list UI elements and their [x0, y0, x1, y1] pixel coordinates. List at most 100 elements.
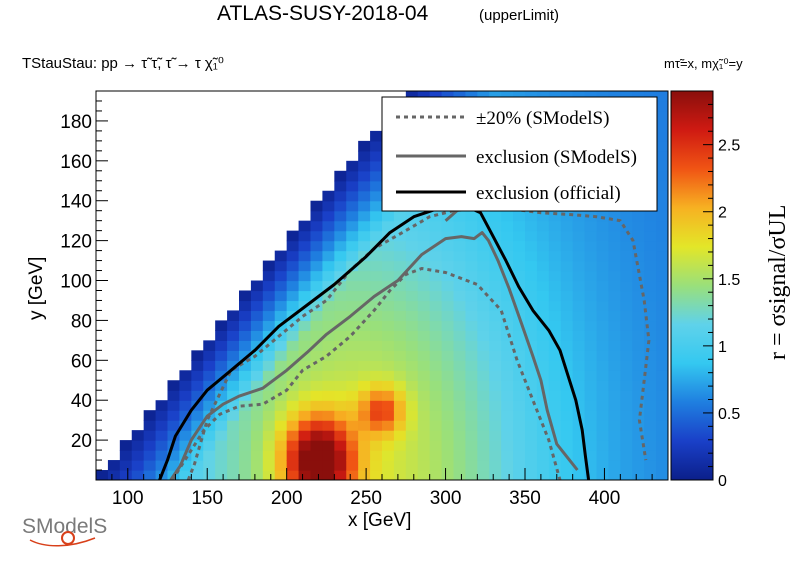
heat-cell	[465, 430, 478, 441]
heat-cell	[203, 400, 216, 411]
heat-cell	[501, 440, 514, 451]
heat-cell	[215, 470, 228, 480]
heat-cell	[632, 420, 645, 431]
heat-cell	[608, 260, 621, 272]
heat-cell	[417, 440, 431, 451]
heat-cell	[465, 380, 478, 391]
heat-cell	[393, 460, 407, 471]
heat-cell	[274, 340, 288, 351]
heat-cell	[453, 420, 467, 431]
heat-cell	[489, 390, 502, 401]
heat-cell	[572, 360, 586, 371]
heat-cell	[620, 250, 633, 262]
heat-cell	[632, 220, 645, 232]
heat-cell	[572, 340, 586, 351]
heat-cell	[584, 370, 598, 381]
y-tick-label: 160	[60, 152, 92, 173]
heat-cell	[358, 170, 371, 182]
heat-cell	[501, 390, 514, 401]
heat-cell	[262, 260, 276, 272]
heat-cell	[227, 340, 240, 351]
heat-cell	[274, 470, 288, 480]
heat-cell	[560, 430, 574, 441]
heat-cell	[453, 280, 467, 292]
heat-cell	[310, 340, 324, 351]
heat-cell	[334, 170, 347, 182]
heat-cell	[227, 470, 240, 480]
heat-cell	[572, 250, 586, 262]
heat-cell	[596, 350, 610, 361]
heat-cell	[370, 450, 383, 461]
heat-cell	[346, 460, 359, 471]
heat-cell	[298, 360, 312, 371]
heat-cell	[632, 470, 645, 480]
heat-cell	[453, 290, 467, 302]
heat-cell	[96, 470, 109, 480]
heat-cell	[370, 150, 383, 162]
heat-cell	[572, 380, 586, 391]
heat-cell	[370, 420, 383, 431]
heat-cell	[382, 310, 395, 322]
heat-cell	[131, 460, 145, 471]
heat-cell	[441, 470, 455, 480]
heat-cell	[250, 410, 264, 421]
heat-cell	[119, 440, 133, 451]
heat-cell	[548, 310, 562, 322]
heat-cell	[453, 350, 467, 361]
heat-cell	[501, 410, 514, 421]
heat-cell	[417, 420, 431, 431]
heat-cell	[286, 240, 300, 252]
y-tick-label: 180	[60, 112, 92, 133]
heat-cell	[656, 140, 668, 152]
heat-cell	[358, 280, 371, 292]
heat-cell	[465, 340, 478, 351]
heat-cell	[286, 400, 300, 411]
heat-cell	[632, 280, 645, 292]
heat-cell	[334, 380, 347, 391]
heat-cell	[632, 370, 645, 381]
heat-cell	[417, 230, 431, 242]
heat-cell	[227, 440, 240, 451]
heat-cell	[274, 400, 288, 411]
heat-cell	[262, 280, 276, 292]
heat-cell	[513, 450, 526, 461]
heat-cell	[346, 280, 359, 292]
heat-cell	[250, 280, 264, 292]
heat-cell	[393, 290, 407, 302]
heat-cell	[334, 370, 347, 381]
heat-cell	[525, 310, 538, 322]
heat-cell	[572, 220, 586, 232]
heat-cell	[143, 450, 157, 461]
x-tick-label: 350	[509, 488, 541, 509]
heat-cell	[477, 320, 490, 331]
heat-cell	[501, 470, 514, 480]
heat-cell	[584, 340, 598, 351]
heat-cell	[310, 400, 324, 411]
heat-cell	[441, 330, 455, 341]
heat-cell	[513, 400, 526, 411]
heat-cell	[477, 470, 490, 480]
heat-cell	[346, 350, 359, 361]
heat-cell	[215, 360, 228, 371]
heat-cell	[525, 91, 538, 102]
heat-cell	[310, 470, 324, 480]
heat-cell	[382, 360, 395, 371]
heat-cell	[477, 400, 490, 411]
heat-cell	[620, 280, 633, 292]
heat-cell	[548, 330, 562, 341]
heat-cell	[429, 280, 443, 292]
heat-cell	[536, 450, 550, 461]
heat-cell	[370, 230, 383, 242]
heat-cell	[644, 330, 657, 341]
heat-cell	[477, 250, 490, 262]
heat-cell	[536, 330, 550, 341]
heat-cell	[620, 240, 633, 252]
heat-cell	[274, 300, 288, 312]
heat-cell	[477, 300, 490, 312]
heat-cell	[417, 280, 431, 292]
heat-cell	[560, 350, 574, 361]
heat-cell	[382, 440, 395, 451]
heat-cell	[322, 230, 335, 242]
heat-cell	[429, 230, 443, 242]
heat-cell	[310, 210, 324, 222]
